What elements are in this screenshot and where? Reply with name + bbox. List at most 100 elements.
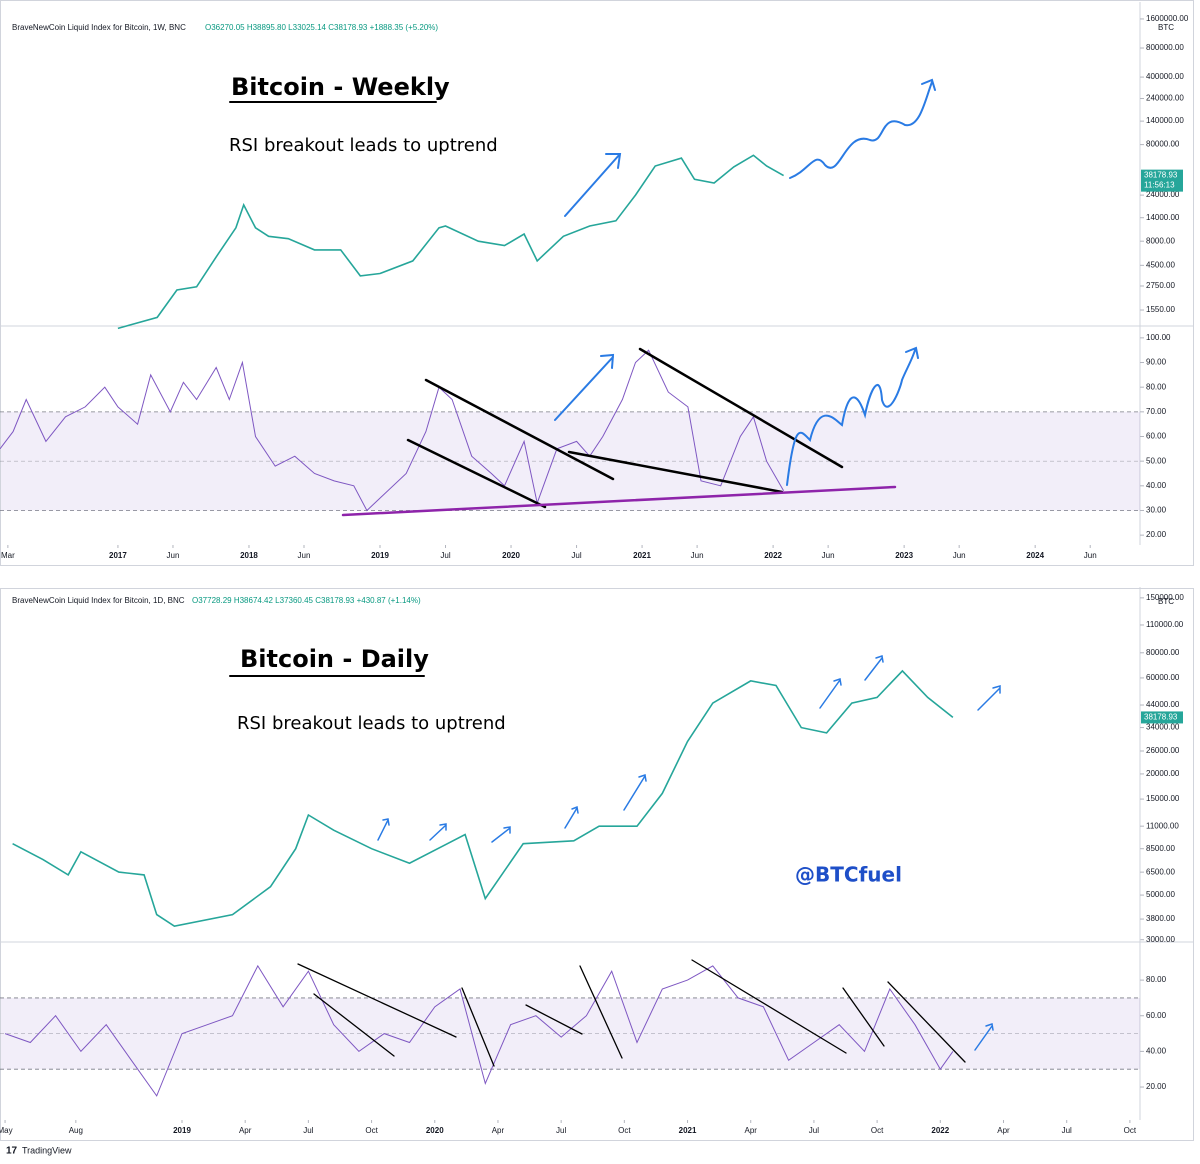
x-tick-label: Apr (745, 1126, 758, 1135)
y-tick-label: 150000.00 (1146, 593, 1184, 602)
logo: 17 (6, 1146, 18, 1157)
series-line (12, 669, 954, 928)
series-line (117, 154, 784, 330)
x-tick-label: 2022 (931, 1126, 949, 1135)
y-tick-label: 4500.00 (1146, 260, 1175, 269)
y-tick-label: 14000.00 (1146, 213, 1180, 222)
x-tick-label: Apr (997, 1126, 1010, 1135)
x-tick-label: 2024 (1026, 551, 1044, 560)
x-tick-label: Apr (239, 1126, 252, 1135)
x-tick-label: Apr (492, 1126, 505, 1135)
y-tick-label: 34000.00 (1146, 723, 1180, 732)
y-tick-label: 20.00 (1146, 1082, 1167, 1091)
y-tick-label: 8000.00 (1146, 236, 1175, 245)
y-tick-label: 8500.00 (1146, 844, 1175, 853)
x-tick-label: 2020 (426, 1126, 444, 1135)
y-tick-label: 24000.00 (1146, 190, 1180, 199)
x-tick-label: May (0, 1126, 13, 1135)
y-tick-label: 5000.00 (1146, 890, 1175, 899)
x-tick-label: Jun (1084, 551, 1097, 560)
subtitle: RSI breakout leads to uptrend (229, 135, 498, 156)
ohlc: O37728.29 H38674.42 L37360.45 C38178.93 … (192, 596, 421, 605)
x-tick-label: Jul (809, 1126, 819, 1135)
y-tick-label: 40.00 (1146, 1046, 1167, 1055)
x-tick-label: 2019 (173, 1126, 191, 1135)
x-tick-label: Jul (1062, 1126, 1072, 1135)
y-tick-label: 11000.00 (1146, 821, 1179, 830)
x-tick-label: Mar (1, 551, 15, 560)
series-line (4, 964, 954, 1097)
y-tick-label: 50.00 (1146, 456, 1167, 465)
x-tick-label: Oct (365, 1126, 378, 1135)
y-tick-label: 110000.00 (1146, 620, 1184, 629)
y-tick-label: 70.00 (1146, 407, 1167, 416)
currency: BTC (1158, 23, 1174, 32)
x-tick-label: Jun (953, 551, 966, 560)
y-tick-label: 140000.00 (1146, 116, 1184, 125)
x-tick-label: Oct (1124, 1126, 1137, 1135)
countdown: 11:56:13 (1144, 181, 1175, 190)
y-tick-label: 6500.00 (1146, 867, 1175, 876)
x-tick-label: 2019 (371, 551, 389, 560)
title: Bitcoin - Weekly (231, 73, 450, 101)
y-tick-label: 80000.00 (1146, 140, 1180, 149)
footer: TradingView (22, 1145, 72, 1155)
y-tick-label: 40.00 (1146, 481, 1167, 490)
legend-text: BraveNewCoin Liquid Index for Bitcoin, 1… (12, 596, 185, 605)
y-tick-label: 60000.00 (1146, 673, 1180, 682)
y-tick-label: 30.00 (1146, 506, 1167, 515)
y-tick-label: 15000.00 (1146, 794, 1180, 803)
y-tick-label: 800000.00 (1146, 43, 1184, 52)
y-tick-label: 2750.00 (1146, 281, 1175, 290)
x-tick-label: 2022 (764, 551, 782, 560)
y-tick-label: 1550.00 (1146, 305, 1175, 314)
legend-text: BraveNewCoin Liquid Index for Bitcoin, 1… (12, 23, 186, 32)
x-tick-label: Jun (822, 551, 835, 560)
y-tick-label: 44000.00 (1146, 700, 1180, 709)
x-tick-label: Jun (691, 551, 704, 560)
x-tick-label: Jul (556, 1126, 566, 1135)
x-tick-label: Jul (440, 551, 450, 560)
x-tick-label: Jul (303, 1126, 313, 1135)
y-tick-label: 100.00 (1146, 333, 1171, 342)
x-tick-label: Jul (571, 551, 581, 560)
y-tick-label: 1600000.00 (1146, 14, 1189, 23)
y-tick-label: 20.00 (1146, 530, 1167, 539)
y-tick-label: 60.00 (1146, 1011, 1167, 1020)
y-tick-label: 26000.00 (1146, 746, 1180, 755)
last-price-label: 38178.93 (1144, 713, 1178, 722)
y-tick-label: 60.00 (1146, 432, 1167, 441)
daily-frame (0, 588, 1194, 1141)
x-tick-label: 2020 (502, 551, 520, 560)
y-tick-label: 20000.00 (1146, 769, 1180, 778)
drawings (229, 78, 1001, 1067)
title: Bitcoin - Daily (240, 645, 429, 673)
y-tick-label: 80.00 (1146, 382, 1167, 391)
subtitle: RSI breakout leads to uptrend (237, 713, 506, 734)
annotation: @BTCfuel (795, 863, 902, 887)
ohlc: O36270.05 H38895.80 L33025.14 C38178.93 … (205, 23, 438, 32)
y-tick-label: 3800.00 (1146, 914, 1175, 923)
x-tick-label: 2021 (679, 1126, 697, 1135)
y-tick-label: 90.00 (1146, 358, 1167, 367)
currency: BTC (1158, 597, 1174, 606)
last-price-box (1141, 711, 1183, 724)
y-tick-label: 240000.00 (1146, 94, 1184, 103)
x-tick-label: 2018 (240, 551, 258, 560)
x-tick-label: 2017 (109, 551, 127, 560)
marks: 1600000.00 800000.00 400000.00 240000.00 140… (0, 2, 1194, 1135)
y-tick-label: 3000.00 (1146, 935, 1175, 944)
last-price-box (1141, 169, 1183, 192)
y-tick-label: 80.00 (1146, 975, 1167, 984)
x-tick-label: 2023 (895, 551, 913, 560)
x-tick-label: 2021 (633, 551, 651, 560)
x-tick-label: Jun (167, 551, 180, 560)
x-tick-label: Oct (871, 1126, 884, 1135)
x-tick-label: Aug (69, 1126, 83, 1135)
last-price-label: 38178.93 (1144, 171, 1178, 180)
y-tick-label: 400000.00 (1146, 72, 1184, 81)
x-tick-label: Oct (618, 1126, 631, 1135)
y-tick-label: 80000.00 (1146, 648, 1180, 657)
x-tick-label: Jun (298, 551, 311, 560)
